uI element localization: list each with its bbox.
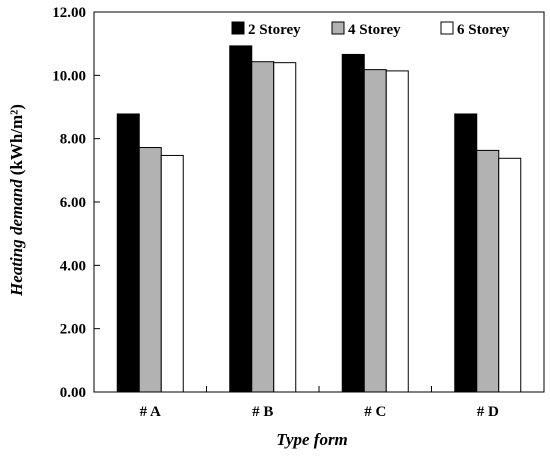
y-tick-label: 12.00	[52, 5, 86, 21]
bar-6-storey-a	[160, 154, 184, 393]
x-tick-label: # A	[140, 404, 161, 420]
bar-4-storey-a	[138, 147, 162, 393]
y-tick-label: 0.00	[60, 385, 86, 401]
y-tick-label: 4.00	[60, 258, 86, 274]
legend-label: 4 Storey	[348, 22, 401, 38]
bar-6-storey-d	[498, 157, 522, 393]
y-tick-label: 2.00	[60, 322, 86, 338]
y-axis-title: Heating demand (kWh/m²)	[7, 104, 26, 297]
bar-series	[116, 45, 522, 393]
y-tick-label: 6.00	[60, 195, 86, 211]
bar-2-storey-b	[229, 45, 253, 393]
x-axis-title: Type form	[276, 430, 348, 449]
y-tick-label: 8.00	[60, 132, 86, 148]
x-tick-label: # C	[364, 404, 386, 420]
legend-label: 6 Storey	[457, 22, 510, 38]
bar-6-storey-b	[273, 62, 297, 393]
bar-6-storey-c	[385, 70, 409, 393]
bar-4-storey-b	[251, 61, 275, 393]
y-axis-unit: (kWh/m²)	[7, 104, 26, 175]
y-tick-label: 10.00	[52, 68, 86, 84]
x-tick-label: # D	[477, 404, 499, 420]
x-tick-label: # B	[252, 404, 273, 420]
y-axis-title-text: Heating demand	[7, 179, 26, 297]
bar-4-storey-c	[363, 69, 387, 393]
legend-swatch	[440, 21, 454, 35]
bar-2-storey-a	[116, 113, 140, 393]
x-axis-ticks: # A # B # C # D	[140, 386, 499, 420]
legend-swatch	[231, 21, 245, 35]
bar-4-storey-d	[476, 149, 500, 393]
legend-swatch	[331, 21, 345, 35]
y-axis-ticks: 0.00 2.00 4.00 6.00 8.00 10.00 12.00	[52, 5, 100, 401]
legend-label: 2 Storey	[248, 22, 301, 38]
bar-2-storey-d	[454, 113, 478, 393]
legend: 2 Storey 4 Storey 6 Storey	[231, 21, 510, 38]
bar-2-storey-c	[341, 53, 365, 393]
